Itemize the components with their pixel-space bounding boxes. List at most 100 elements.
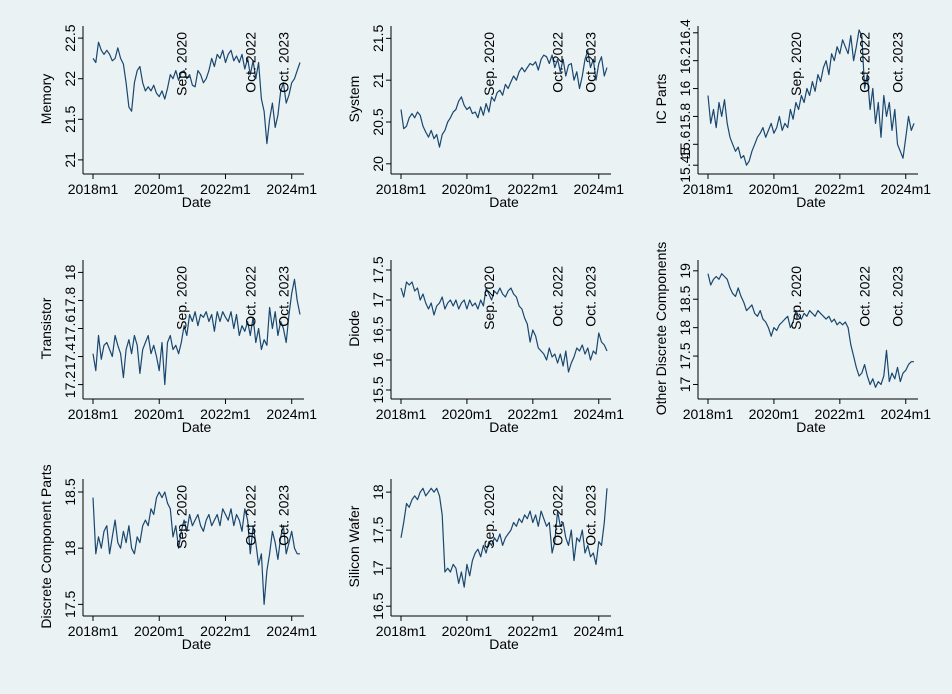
y-axis-title: Transistor	[38, 297, 54, 359]
event-annotation: Oct. 2022	[242, 266, 258, 327]
x-tick-label: 2022m1	[508, 406, 559, 422]
x-tick-label: 2018m1	[376, 181, 427, 197]
event-annotation: Oct. 2023	[275, 266, 291, 327]
x-tick-label: 2024m1	[266, 406, 317, 422]
y-tick-label: 17	[370, 292, 386, 308]
event-annotation: Oct. 2023	[890, 32, 906, 93]
y-tick-label: 20	[370, 156, 386, 172]
event-annotation: Sep. 2020	[788, 266, 804, 330]
x-tick-label: 2020m1	[134, 406, 185, 422]
x-tick-label: 2018m1	[68, 406, 119, 422]
event-annotation: Oct. 2023	[890, 266, 906, 327]
x-tick-label: 2022m1	[508, 623, 559, 639]
event-annotation: Sep. 2020	[481, 32, 497, 96]
x-tick-label: 2022m1	[200, 181, 251, 197]
x-tick-label: 2024m1	[266, 623, 317, 639]
event-annotation: Sep. 2020	[788, 32, 804, 96]
y-axis-title: System	[346, 76, 362, 123]
y-tick-label: 17.5	[370, 516, 386, 543]
x-tick-label: 2020m1	[749, 406, 800, 422]
x-tick-label: 2022m1	[200, 623, 251, 639]
y-tick-label: 16	[677, 81, 693, 97]
y-tick-label: 22	[62, 71, 78, 87]
y-tick-label: 18	[677, 320, 693, 336]
series-line	[707, 273, 914, 388]
x-axis-title: Date	[489, 636, 519, 652]
y-tick-label: 17.5	[62, 591, 78, 618]
event-annotation: Sep. 2020	[173, 485, 189, 549]
y-tick-label: 15.8	[677, 103, 693, 130]
x-tick-label: 2018m1	[376, 623, 427, 639]
series-line	[400, 281, 608, 373]
x-tick-label: 2024m1	[880, 181, 931, 197]
x-tick-label: 2018m1	[376, 406, 427, 422]
y-axis-title: Diode	[346, 310, 362, 347]
event-annotation: Sep. 2020	[481, 485, 497, 549]
event-annotation: Oct. 2023	[275, 32, 291, 93]
y-tick-label: 21.5	[370, 25, 386, 52]
y-tick-label: 17.8	[62, 287, 78, 314]
event-annotation: Oct. 2022	[857, 32, 873, 93]
event-annotation: Oct. 2023	[583, 266, 599, 327]
x-tick-label: 2018m1	[683, 181, 734, 197]
y-tick-label: 16.2	[677, 47, 693, 74]
x-tick-label: 2022m1	[815, 406, 866, 422]
series-line	[707, 29, 915, 166]
x-axis-title: Date	[489, 194, 519, 210]
x-tick-label: 2018m1	[683, 406, 734, 422]
x-axis-title: Date	[796, 194, 826, 210]
y-tick-label: 20.5	[370, 108, 386, 135]
x-tick-label: 2022m1	[508, 181, 559, 197]
x-axis-title: Date	[182, 419, 212, 435]
y-tick-label: 17.5	[370, 256, 386, 283]
y-axis-title: Other Discrete Components	[653, 242, 669, 416]
series-line	[92, 491, 300, 606]
y-tick-label: 17	[370, 560, 386, 576]
y-tick-label: 15.5	[370, 376, 386, 403]
event-annotation: Oct. 2022	[550, 32, 566, 93]
x-tick-label: 2020m1	[134, 623, 185, 639]
y-tick-label: 22.5	[62, 24, 78, 51]
event-annotation: Oct. 2023	[583, 32, 599, 93]
series-line	[92, 278, 301, 386]
y-tick-label: 16.5	[370, 316, 386, 343]
x-tick-label: 2018m1	[68, 623, 119, 639]
x-tick-label: 2024m1	[573, 181, 624, 197]
x-tick-label: 2020m1	[442, 406, 493, 422]
y-axis-title: Discrete Component Parts	[38, 464, 54, 628]
y-tick-label: 18	[370, 484, 386, 500]
x-tick-label: 2024m1	[266, 181, 317, 197]
x-tick-label: 2024m1	[880, 406, 931, 422]
x-tick-label: 2018m1	[68, 181, 119, 197]
series-line	[400, 487, 608, 588]
x-axis-title: Date	[182, 194, 212, 210]
y-tick-label: 16	[370, 352, 386, 368]
y-axis-title: IC Parts	[653, 74, 669, 125]
event-annotation: Sep. 2020	[481, 266, 497, 330]
y-tick-label: 17.5	[677, 342, 693, 369]
event-annotation: Oct. 2022	[550, 266, 566, 327]
x-tick-label: 2024m1	[573, 406, 624, 422]
x-tick-label: 2024m1	[573, 623, 624, 639]
y-tick-label: 18.5	[677, 285, 693, 312]
y-tick-label: 18	[62, 540, 78, 556]
x-axis-title: Date	[796, 419, 826, 435]
event-annotation: Oct. 2022	[242, 485, 258, 546]
y-tick-label: 16.5	[370, 592, 386, 619]
y-tick-label: 21	[370, 72, 386, 88]
event-annotation: Sep. 2020	[173, 32, 189, 96]
series-line	[400, 50, 608, 148]
y-tick-label: 18	[62, 264, 78, 280]
event-annotation: Oct. 2023	[583, 485, 599, 546]
x-tick-label: 2022m1	[200, 406, 251, 422]
y-tick-label: 17.2	[62, 371, 78, 398]
y-tick-label: 17.4	[62, 343, 78, 370]
x-tick-label: 2020m1	[442, 623, 493, 639]
y-tick-label: 19	[677, 263, 693, 279]
y-tick-label: 15.6	[677, 130, 693, 157]
event-annotation: Sep. 2020	[173, 266, 189, 330]
x-tick-label: 2020m1	[134, 181, 185, 197]
y-tick-label: 17.6	[62, 315, 78, 342]
y-axis-title: Memory	[38, 74, 54, 125]
